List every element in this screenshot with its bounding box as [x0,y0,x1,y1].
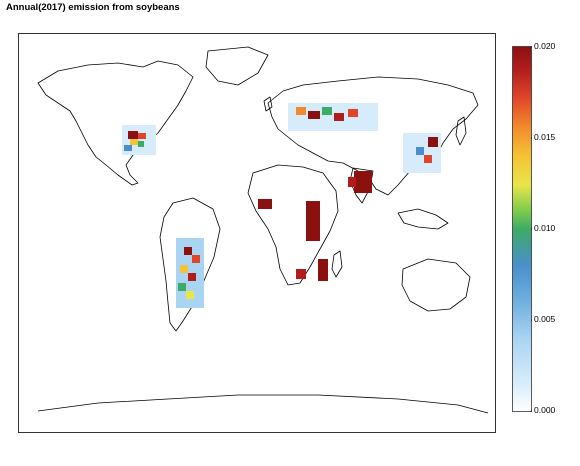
hotspot-india [354,171,372,193]
colorbar-tick-label: 0.005 [534,314,556,324]
southeast-asia-outline [397,208,449,230]
south-america-outline [159,197,221,332]
north-america-outline [37,60,194,186]
antarctica-outline [37,394,489,414]
map-title: Annual(2017) emission from soybeans [6,2,180,13]
coastlines [37,46,489,414]
emission-cells [122,103,441,308]
map-border [18,33,496,433]
colorbar-tick-label: 0.010 [534,223,556,233]
madagascar-outline [331,250,343,278]
greenland-outline [205,46,269,86]
colorbar-ticks [531,46,532,412]
japan-outline [455,116,467,146]
hotspot-east-africa [306,201,320,241]
africa-outline [247,164,339,286]
colorbar-tick-label: 0.015 [534,132,556,142]
colorbar-gradient [512,46,532,412]
uk-outline [263,96,273,112]
world-map[interactable] [18,33,496,433]
colorbar-tick-label: 0.020 [534,41,556,51]
colorbar [512,46,532,412]
colorbar-tick-label: 0.000 [534,405,556,415]
australia-outline [401,258,471,312]
